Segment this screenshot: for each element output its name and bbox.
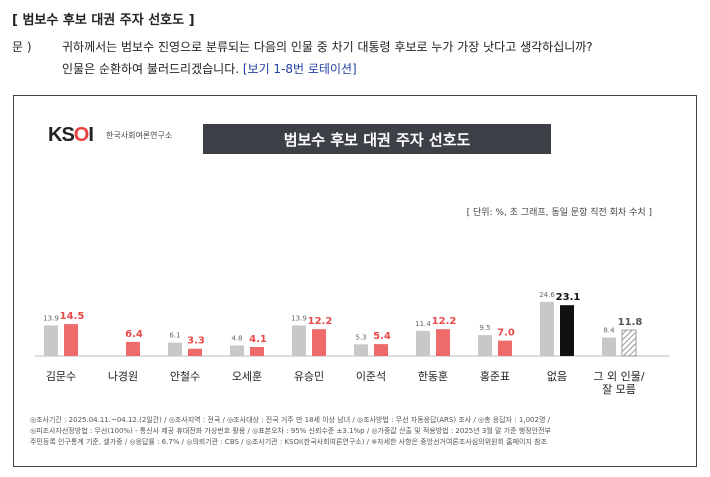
bar-prev-label: 8.4 [603, 327, 615, 335]
bar-prev-label: 9.5 [479, 324, 490, 332]
ksoi-logo: KSOI 한국사회여론연구소 [48, 124, 178, 146]
bar-prev [478, 335, 492, 356]
bar-curr-label: 11.8 [618, 317, 643, 328]
category-label: 그 외 인물/ [593, 370, 644, 383]
footer-line-3: 주민등록 인구통계 기준, 셀가중 / ◎응답률 : 6.7% / ◎의뢰기관 … [30, 438, 548, 446]
category-label: 나경원 [108, 370, 138, 383]
bar-curr-label: 4.1 [249, 334, 267, 345]
bar-curr [374, 344, 388, 356]
bar-prev-label: 5.3 [355, 333, 366, 341]
bar-prev-label: 24.6 [539, 291, 555, 299]
bar-curr [436, 329, 450, 356]
bar-curr-label: 23.1 [556, 292, 581, 303]
question-label: 문 ) [12, 40, 32, 54]
chart-title-banner: 범보수 후보 대권 주자 선호도 [203, 124, 551, 154]
category-label: 유승민 [294, 370, 324, 383]
category-label: 잘 모름 [602, 383, 636, 396]
bar-prev-label: 11.4 [415, 320, 431, 328]
footer-line-2: ◎피조사자선정방법 : 무선(100%) - 통신사 제공 휴대전화 가상번호 … [30, 427, 551, 435]
bar-curr [126, 341, 140, 356]
bar-prev [168, 342, 182, 356]
question-instruction-text: 인물은 순환하여 불러드리겠습니다. [62, 62, 243, 76]
bar-curr-label: 14.5 [60, 311, 85, 322]
bar-curr [188, 348, 202, 356]
rotation-note: [보기 1-8번 로테이션] [242, 62, 357, 76]
bar-prev [416, 330, 430, 356]
bar-prev [540, 301, 554, 356]
bar-curr-label: 3.3 [187, 336, 205, 347]
category-label: 김문수 [46, 370, 76, 383]
bar-curr [250, 346, 264, 356]
bar-curr [621, 329, 637, 357]
bar-prev-label: 4.8 [231, 334, 242, 342]
logo-subtitle: 한국사회여론연구소 [106, 131, 173, 140]
question-instruction: 인물은 순환하여 불러드리겠습니다. [보기 1-8번 로테이션] [62, 60, 357, 77]
bar-prev [602, 337, 616, 356]
category-label: 홍준표 [480, 369, 510, 383]
logo-mark: KSOI [48, 124, 94, 146]
bar-prev-label: 13.9 [291, 314, 307, 322]
chart-frame [13, 95, 697, 467]
bar-curr-label: 6.4 [125, 329, 143, 340]
bar-prev [354, 344, 368, 356]
question-text: 귀하께서는 범보수 진영으로 분류되는 다음의 인물 중 차기 대통령 후보로 … [62, 40, 593, 54]
page-title: [ 범보수 후보 대권 주자 선호도 ] [12, 13, 195, 28]
category-label: 없음 [547, 370, 567, 383]
bar-curr-label: 7.0 [497, 328, 515, 339]
category-label: 이준석 [356, 370, 386, 383]
bar-prev [292, 325, 306, 356]
footer-line-1: ◎조사기간 : 2025.04.11.~04.12.(2일간) / ◎조사지역 … [30, 416, 550, 424]
bar-curr-label: 12.2 [432, 316, 457, 327]
bar-curr [64, 324, 78, 356]
unit-note: [ 단위: %, 초 그래프, 동일 문항 직전 회차 수치 ] [466, 208, 652, 218]
bar-curr [312, 329, 326, 356]
bar-curr-label: 12.2 [308, 316, 333, 327]
bar-prev-label: 13.9 [43, 314, 59, 322]
bar-curr [498, 340, 512, 356]
bar-curr-label: 5.4 [373, 331, 391, 342]
category-label: 오세훈 [232, 370, 262, 383]
bar-curr [560, 305, 574, 356]
category-label: 한동훈 [418, 370, 448, 383]
bar-prev-label: 6.1 [169, 332, 180, 340]
bar-prev [230, 345, 244, 356]
bar-prev [44, 325, 58, 356]
category-label: 안철수 [170, 370, 200, 383]
